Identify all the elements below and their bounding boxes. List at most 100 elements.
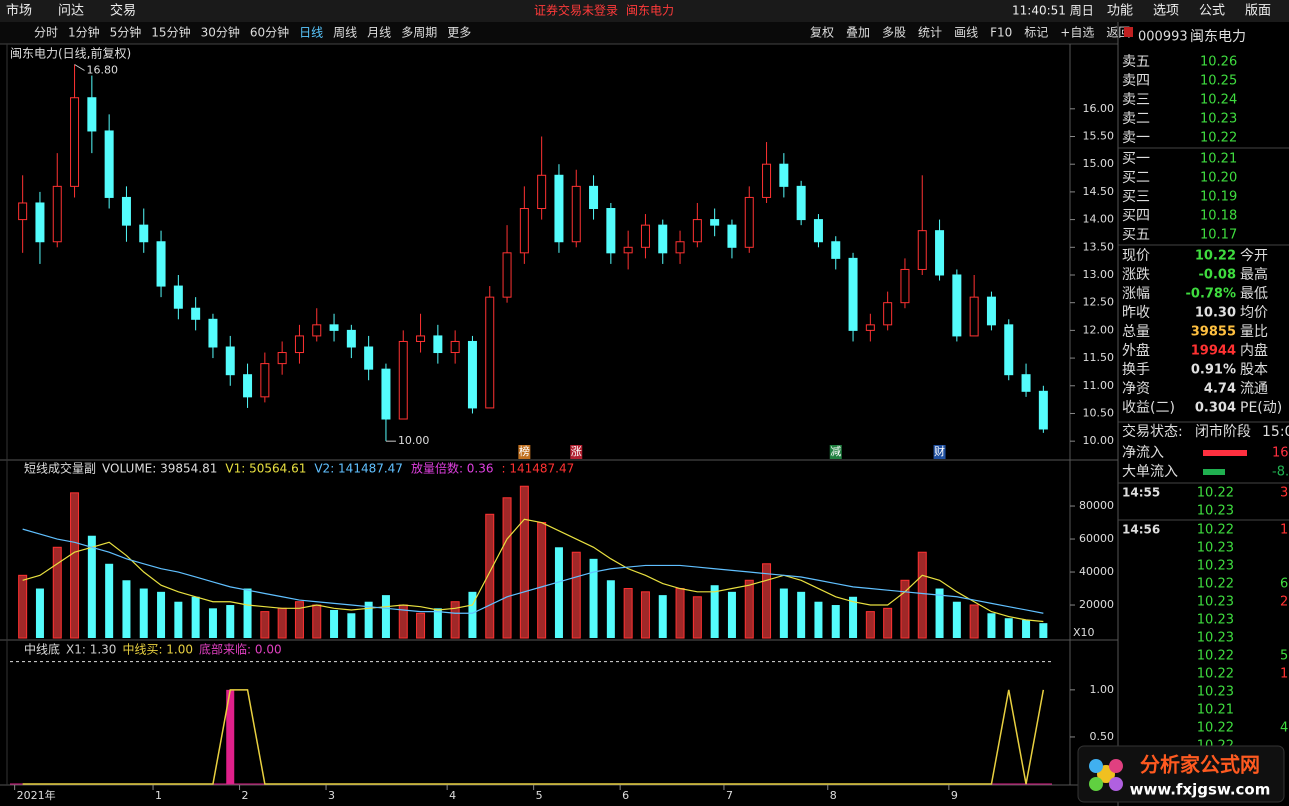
extreme-label: 10.00	[398, 434, 430, 447]
volume-bar	[52, 546, 62, 639]
tick-volume: 6	[1280, 577, 1288, 592]
menu-item[interactable]: 问达	[58, 4, 84, 19]
y-tick-label: 14.00	[1083, 213, 1115, 226]
period-button[interactable]: 5分钟	[110, 25, 142, 40]
stat-label: 外盘	[1122, 342, 1150, 359]
tool-button[interactable]: 叠加	[846, 26, 870, 40]
period-button[interactable]: 更多	[447, 26, 471, 40]
volume-bar	[797, 591, 806, 639]
legend-item: : 141487.47	[502, 462, 575, 476]
menu-item[interactable]: 市场	[6, 3, 32, 19]
candle-body	[364, 346, 374, 370]
volume-bar	[969, 604, 979, 639]
volume-bar	[18, 574, 28, 639]
signal-line	[22, 689, 1045, 785]
volume-bar	[70, 492, 80, 639]
watermark-url: www.fxjgsw.com	[1130, 781, 1271, 799]
book-label: 卖二	[1122, 111, 1150, 127]
period-button[interactable]: 1分钟	[68, 25, 100, 40]
menu-item[interactable]: 选项	[1153, 4, 1179, 19]
menu-item[interactable]: 公式	[1199, 4, 1225, 19]
stat-value: 19944	[1191, 344, 1236, 359]
candle-body	[398, 340, 408, 420]
candle-body	[502, 252, 512, 298]
book-label: 买四	[1122, 208, 1150, 224]
stat-value: 39855	[1191, 325, 1236, 340]
x-tick-label: 1	[155, 789, 162, 802]
tool-button[interactable]: 标记	[1024, 26, 1048, 40]
book-price: 10.21	[1200, 152, 1237, 167]
x-tick-label: 9	[951, 789, 958, 802]
candle-body	[744, 196, 754, 248]
tool-button[interactable]: 多股	[882, 26, 906, 40]
volume-bar	[260, 611, 270, 639]
event-marker-label: 财	[934, 444, 945, 458]
candle-body	[191, 307, 201, 320]
period-button[interactable]: 15分钟	[151, 25, 190, 40]
flow-bar	[1203, 469, 1225, 475]
stat-label: 量比	[1240, 324, 1268, 340]
stat-label: 涨幅	[1122, 286, 1150, 302]
x-tick-label: 5	[536, 789, 543, 802]
tick-price: 10.22	[1197, 486, 1234, 501]
tool-button[interactable]: +自选	[1060, 26, 1094, 40]
tick-price: 10.23	[1197, 613, 1234, 628]
tick-price: 10.23	[1197, 631, 1234, 646]
volume-bar	[416, 612, 426, 639]
tool-button[interactable]: 画线	[954, 26, 978, 40]
notice: 证券交易未登录	[534, 3, 618, 18]
candle-body	[139, 224, 149, 243]
period-button[interactable]: 60分钟	[250, 25, 289, 40]
candle-body	[381, 368, 391, 420]
candle-body	[969, 296, 979, 337]
menu-item[interactable]: 功能	[1107, 4, 1133, 19]
menu-item[interactable]: 版面	[1245, 4, 1271, 19]
tool-button[interactable]: F10	[990, 26, 1012, 40]
period-button[interactable]: 日线	[299, 26, 323, 40]
period-button[interactable]: 周线	[333, 26, 357, 40]
stat-value: 10.22	[1195, 249, 1236, 264]
menu-item[interactable]: 交易	[110, 3, 136, 19]
x-tick-label: 6	[622, 789, 629, 802]
period-button[interactable]: 分时	[34, 26, 58, 40]
candle-body	[589, 185, 599, 210]
stat-label: 净资	[1122, 381, 1150, 397]
logo-petal	[1089, 759, 1103, 773]
stat-label: 内盘	[1240, 342, 1268, 359]
volume-bar	[87, 535, 96, 639]
candle-body	[104, 130, 114, 198]
stat-label: 换手	[1122, 361, 1150, 378]
tick-price: 10.22	[1197, 523, 1234, 538]
volume-bar	[450, 601, 460, 639]
tick-price: 10.23	[1197, 504, 1234, 519]
status-value: 闭市阶段	[1195, 423, 1251, 440]
book-label: 卖一	[1122, 130, 1150, 146]
tool-button[interactable]: 统计	[918, 26, 942, 40]
volume-bar	[571, 551, 581, 639]
event-marker	[518, 445, 531, 459]
volume-ma-line	[22, 518, 1044, 623]
volume-bar	[900, 579, 910, 639]
book-price: 10.20	[1200, 171, 1237, 186]
x-tick-label: 8	[830, 789, 837, 802]
y-tick-label: 0.50	[1090, 730, 1115, 743]
stat-label: 今开	[1240, 248, 1268, 264]
tool-button[interactable]: 复权	[810, 26, 834, 40]
volume-bar	[692, 596, 702, 639]
volume-bar	[917, 551, 927, 639]
volume-bar	[606, 580, 615, 639]
stat-label: 涨跌	[1122, 267, 1150, 283]
volume-bar	[1039, 623, 1048, 639]
volume-bar	[987, 613, 996, 639]
period-button[interactable]: 月线	[367, 26, 391, 40]
candle-body	[52, 185, 62, 243]
volume-bar	[347, 613, 356, 639]
stat-label: 总量	[1122, 324, 1150, 340]
stat-label: 收益(二)	[1122, 400, 1175, 416]
period-button[interactable]: 30分钟	[201, 25, 240, 40]
panel-title: 中线底	[24, 642, 60, 657]
legend-item: V2: 141487.47	[314, 462, 403, 476]
volume-bar	[935, 588, 944, 639]
period-button[interactable]: 多周期	[401, 26, 437, 40]
volume-bar	[762, 563, 772, 639]
